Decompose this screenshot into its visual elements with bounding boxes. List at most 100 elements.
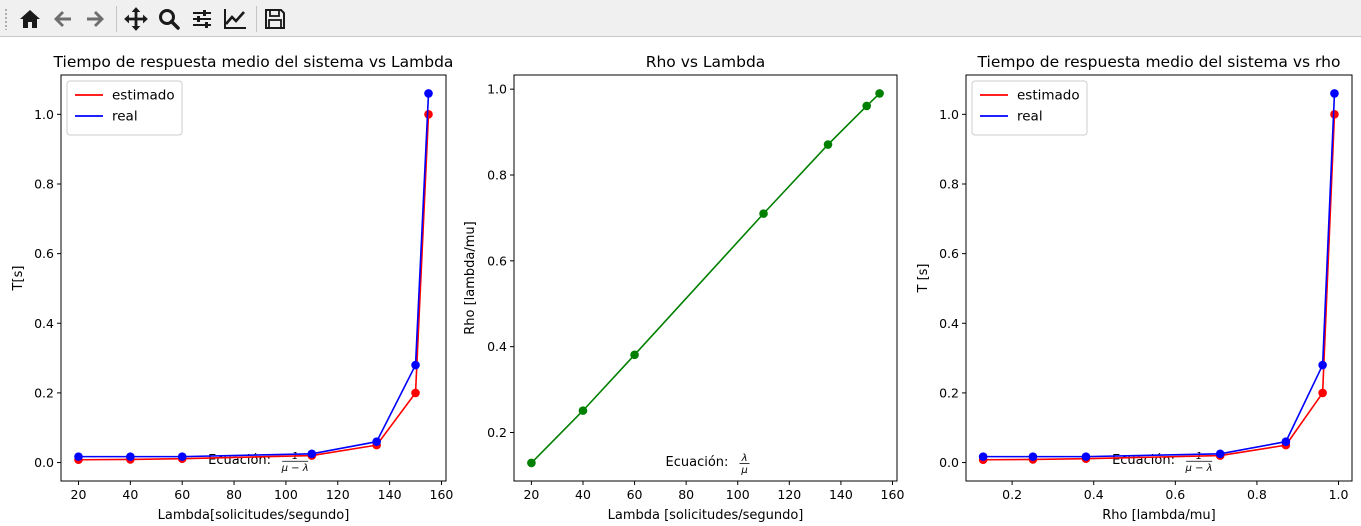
legend-label: real bbox=[1017, 109, 1043, 125]
home-icon[interactable] bbox=[15, 4, 45, 34]
y-tick-label: 0.2 bbox=[34, 385, 54, 400]
data-point bbox=[527, 458, 536, 468]
data-point bbox=[126, 452, 135, 461]
x-tick-label: 160 bbox=[430, 487, 454, 502]
y-tick-label: 1.0 bbox=[34, 107, 54, 122]
data-point bbox=[411, 388, 420, 398]
data-point bbox=[823, 140, 833, 149]
y-tick-label: 0.0 bbox=[34, 455, 54, 470]
x-tick-label: 100 bbox=[726, 487, 750, 502]
data-point bbox=[1281, 437, 1291, 446]
equation-annotation: Ecuación: bbox=[666, 455, 729, 470]
data-point bbox=[630, 350, 639, 360]
navigation-toolbar bbox=[0, 0, 1361, 37]
data-point bbox=[74, 452, 83, 461]
configure-subplots-icon[interactable] bbox=[187, 4, 217, 34]
data-point bbox=[372, 437, 381, 446]
subplot-2: Rho vs Lambda 20 40 60 80 100 120 140 160 0.2 0.4 0… bbox=[463, 53, 904, 523]
data-point bbox=[1215, 449, 1225, 459]
data-point bbox=[307, 449, 317, 459]
figure-canvas[interactable]: Tiempo de respuesta medio del sistema vs… bbox=[0, 37, 1361, 526]
legend: estimado real bbox=[66, 80, 183, 136]
data-point bbox=[1318, 388, 1327, 398]
series-line bbox=[983, 114, 1336, 461]
pan-icon[interactable] bbox=[121, 4, 151, 34]
x-tick-label: 0.4 bbox=[1084, 487, 1104, 502]
y-axis-label: Rho [lambda/mu] bbox=[463, 221, 478, 335]
data-point bbox=[1330, 89, 1339, 98]
series-line bbox=[78, 114, 430, 461]
legend-label: real bbox=[112, 109, 138, 125]
series-rho bbox=[527, 89, 884, 468]
data-point bbox=[411, 360, 420, 370]
series-line bbox=[78, 93, 430, 458]
x-tick-label: 140 bbox=[378, 487, 402, 502]
y-tick-label: 0.8 bbox=[487, 167, 507, 182]
chart-title: Rho vs Lambda bbox=[646, 53, 766, 71]
x-tick-label: 140 bbox=[829, 487, 853, 502]
x-tick-label: 80 bbox=[226, 487, 242, 502]
data-point bbox=[424, 89, 433, 98]
series-estimado bbox=[74, 110, 433, 465]
equation-numerator: λ bbox=[741, 453, 748, 464]
x-tick-label: 60 bbox=[174, 487, 190, 502]
y-axis-label: T[s] bbox=[11, 266, 26, 292]
x-tick-label: 40 bbox=[575, 487, 591, 502]
legend-label: estimado bbox=[1017, 88, 1080, 104]
series-line bbox=[983, 93, 1336, 458]
y-tick-label: 1.0 bbox=[939, 107, 959, 122]
series-real bbox=[74, 89, 433, 461]
series-real bbox=[978, 89, 1339, 461]
equation-denominator: μ − λ bbox=[281, 463, 309, 474]
x-axis-label: Lambda [solicitudes/segundo] bbox=[608, 508, 804, 523]
x-tick-label: 80 bbox=[678, 487, 694, 502]
series-estimado bbox=[978, 110, 1339, 465]
forward-icon[interactable] bbox=[80, 4, 110, 34]
x-tick-label: 100 bbox=[274, 487, 298, 502]
zoom-icon[interactable] bbox=[154, 4, 184, 34]
x-tick-label: 60 bbox=[627, 487, 643, 502]
data-point bbox=[875, 89, 884, 98]
axes-frame bbox=[60, 74, 447, 482]
data-point bbox=[177, 452, 187, 461]
x-tick-label: 1.0 bbox=[1329, 487, 1349, 502]
data-point bbox=[1081, 452, 1091, 461]
x-axis-label: Rho [lambda/mu] bbox=[1102, 508, 1216, 523]
y-tick-label: 0.8 bbox=[34, 176, 54, 191]
x-tick-label: 0.6 bbox=[1165, 487, 1185, 502]
y-tick-label: 0.8 bbox=[939, 176, 959, 191]
chart-title: Tiempo de respuesta medio del sistema vs… bbox=[53, 53, 454, 71]
x-tick-label: 120 bbox=[777, 487, 801, 502]
data-point bbox=[759, 209, 768, 218]
y-tick-label: 0.6 bbox=[34, 246, 54, 261]
x-axis-label: Lambda[solicitudes/segundo] bbox=[158, 508, 350, 523]
save-icon[interactable] bbox=[260, 4, 290, 34]
data-point bbox=[1318, 360, 1327, 370]
axes-frame bbox=[965, 74, 1353, 482]
y-tick-label: 1.0 bbox=[487, 82, 507, 97]
x-tick-label: 120 bbox=[326, 487, 350, 502]
x-tick-label: 40 bbox=[122, 487, 138, 502]
toolbar-separator bbox=[116, 6, 117, 32]
data-point bbox=[1330, 110, 1339, 119]
edit-axis-icon[interactable] bbox=[220, 4, 250, 34]
y-tick-label: 0.6 bbox=[487, 253, 507, 268]
y-tick-label: 0.6 bbox=[939, 246, 959, 261]
toolbar-separator bbox=[256, 6, 257, 32]
data-point bbox=[1028, 452, 1038, 461]
data-point bbox=[978, 452, 988, 461]
data-point bbox=[862, 101, 871, 111]
subplot-3: Tiempo de respuesta medio del sistema vs… bbox=[916, 53, 1353, 523]
data-point bbox=[578, 406, 588, 415]
x-tick-label: 160 bbox=[881, 487, 905, 502]
back-icon[interactable] bbox=[48, 4, 78, 34]
x-tick-label: 20 bbox=[523, 487, 539, 502]
equation-denominator: μ − λ bbox=[1185, 463, 1213, 474]
axes-frame bbox=[513, 74, 898, 482]
legend: estimado real bbox=[971, 80, 1088, 136]
data-point bbox=[424, 110, 433, 119]
y-axis-label: T [s] bbox=[916, 264, 931, 294]
y-tick-label: 0.4 bbox=[34, 316, 54, 331]
x-tick-label: 0.8 bbox=[1247, 487, 1267, 502]
equation-denominator: μ bbox=[740, 465, 747, 476]
